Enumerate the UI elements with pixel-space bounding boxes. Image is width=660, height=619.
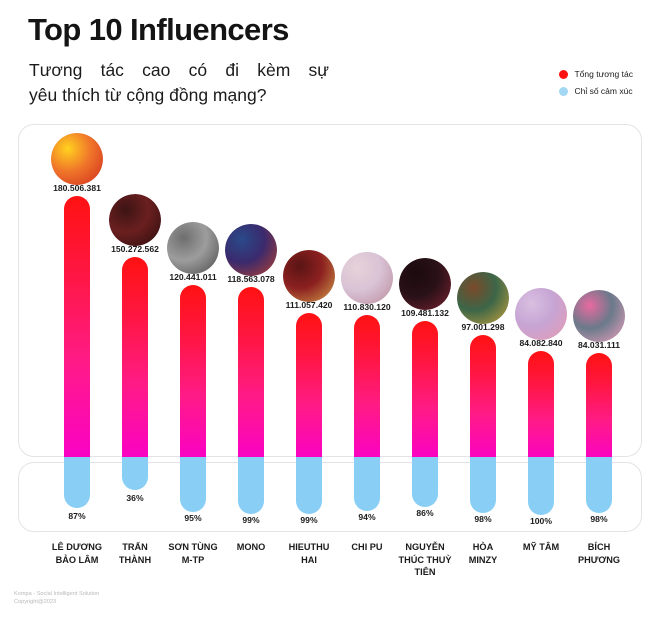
- legend-label: Chỉ số cảm xúc: [574, 86, 633, 96]
- red-dot-icon: [559, 69, 569, 79]
- sentiment-panel: [18, 462, 642, 532]
- influencer-name-line: THÚC THUỲ: [398, 554, 452, 565]
- influencer-name-line: MỸ TÂM: [522, 542, 560, 552]
- subtitle-line-2: yêu thích từ cộng đồng mạng?: [29, 85, 267, 105]
- influencer-name-label: CHI PU: [329, 541, 405, 554]
- influencer-name-label: LÊ DƯƠNG BẢO LÂM: [39, 541, 115, 566]
- influencer-name-line: BẢO LÂM: [55, 554, 99, 565]
- subtitle-line-1: Tương tác cao có đi kèm sự: [29, 60, 329, 80]
- header: Top 10 Influencers Tương tác cao có đi k…: [0, 0, 660, 120]
- subtitle: Tương tác cao có đi kèm sự yêu thích từ …: [29, 58, 329, 108]
- influencer-name-line: CHI PU: [351, 542, 383, 552]
- influencer-name-line: PHƯƠNG: [577, 554, 620, 565]
- influencer-name-line: TRẤN: [122, 542, 148, 552]
- influencer-name-line: NGUYỄN: [405, 542, 445, 552]
- influencer-name-label: NGUYỄN THÚC THUỲ TIÊN: [387, 541, 463, 579]
- influencer-name-label: TRẤN THÀNH: [97, 541, 173, 566]
- influencer-name-label: MỸ TÂM: [503, 541, 579, 554]
- influencer-name-line: M-TP: [181, 554, 205, 565]
- footer-line-2: Copyright@2023: [14, 599, 57, 605]
- legend-label: Tổng tương tác: [574, 69, 633, 79]
- footer-credit: Kompa - Social Intelligent Solution Copy…: [14, 590, 99, 606]
- influencer-name-label: HIEUTHU HAI: [271, 541, 347, 566]
- influencer-name-line: THÀNH: [118, 554, 152, 565]
- influencer-name-line: MINZY: [468, 554, 498, 565]
- influencer-name-label: SƠN TÙNG M-TP: [155, 541, 231, 566]
- influencer-name-line: LÊ DƯƠNG: [51, 542, 103, 552]
- influencer-name-line: HAI: [301, 554, 317, 565]
- chart-legend: Tổng tương tác Chỉ số cảm xúc: [559, 69, 633, 96]
- legend-item-2: Chỉ số cảm xúc: [559, 86, 633, 96]
- influencer-name-line: SƠN TÙNG: [168, 542, 218, 552]
- influencer-name-label: HÒA MINZY: [445, 541, 521, 566]
- footer-line-1: Kompa - Social Intelligent Solution: [14, 591, 100, 597]
- influencer-name-line: BÍCH: [587, 542, 611, 552]
- page-title: Top 10 Influencers: [28, 12, 289, 47]
- blue-dot-icon: [559, 86, 569, 96]
- influencer-name-line: HÒA: [472, 542, 494, 552]
- influencer-name-line: MONO: [236, 542, 266, 552]
- influencer-name-label: MONO: [213, 541, 289, 554]
- engagement-panel: [18, 124, 642, 457]
- influencer-name-line: TIÊN: [414, 567, 436, 577]
- influencer-name-label: BÍCH PHƯƠNG: [561, 541, 637, 566]
- influencer-name-line: HIEUTHU: [288, 542, 330, 552]
- legend-item-1: Tổng tương tác: [559, 69, 633, 79]
